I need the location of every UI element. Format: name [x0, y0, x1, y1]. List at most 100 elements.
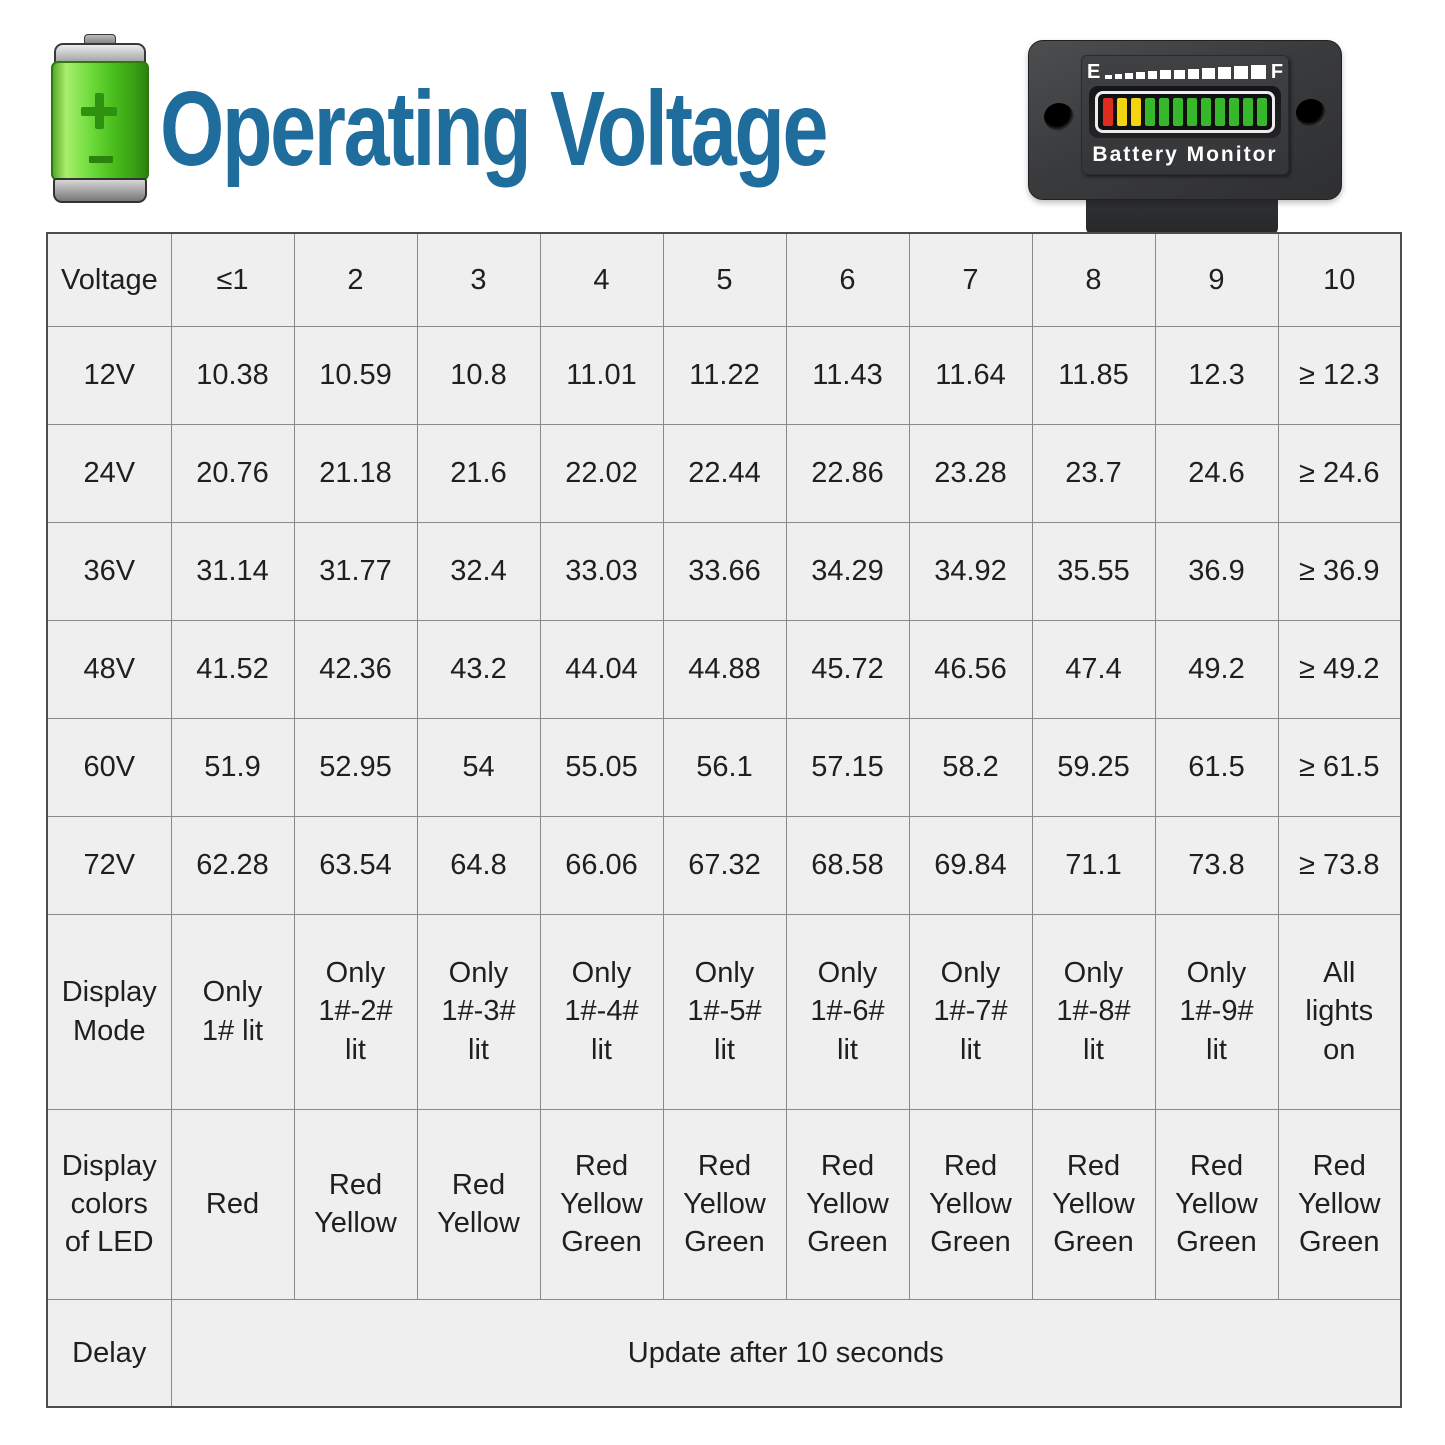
table-cell: ≥ 49.2	[1277, 619, 1402, 719]
plus-icon	[81, 93, 117, 129]
row-label: 12V	[46, 325, 172, 425]
gauge-square	[1125, 73, 1134, 80]
table-cell: 33.03	[539, 521, 664, 621]
row-label: Display Mode	[46, 913, 172, 1110]
table-cell: Red Yellow Green	[1031, 1108, 1156, 1300]
monitor-device: E F Battery Monitor	[1028, 40, 1342, 240]
battery-body	[51, 61, 149, 181]
column-header: 2	[293, 232, 418, 327]
led-bar-green	[1215, 98, 1225, 126]
table-cell: 21.18	[293, 423, 418, 523]
column-header: 5	[662, 232, 787, 327]
table-cell: 69.84	[908, 815, 1033, 915]
led-bar-green	[1187, 98, 1197, 126]
table-cell: 10.59	[293, 325, 418, 425]
table-cell: 45.72	[785, 619, 910, 719]
led-bar-green	[1159, 98, 1169, 126]
gauge-square	[1136, 72, 1145, 80]
table-cell: Only 1#-9# lit	[1154, 913, 1279, 1110]
table-cell: 23.7	[1031, 423, 1156, 523]
table-cell: 57.15	[785, 717, 910, 817]
row-label: 60V	[46, 717, 172, 817]
table-cell: 31.14	[170, 521, 295, 621]
table-row: 48V 41.52 42.36 43.2 44.04 44.88 45.72 4…	[46, 619, 1402, 719]
column-header: 10	[1277, 232, 1402, 327]
table-cell: 31.77	[293, 521, 418, 621]
table-cell: Red Yellow Green	[785, 1108, 910, 1300]
gauge-square	[1114, 74, 1123, 80]
table-row: 36V 31.14 31.77 32.4 33.03 33.66 34.29 3…	[46, 521, 1402, 621]
table-cell: 47.4	[1031, 619, 1156, 719]
column-header: 8	[1031, 232, 1156, 327]
gauge-empty-label: E	[1086, 60, 1101, 83]
table-cell: 10.38	[170, 325, 295, 425]
gauge-squares	[1105, 64, 1266, 80]
table-cell: 54	[416, 717, 541, 817]
column-header: Voltage	[46, 232, 172, 327]
table-row: Display Mode Only 1# lit Only 1#-2# lit …	[46, 913, 1402, 1110]
table-cell: 11.22	[662, 325, 787, 425]
led-bar-red	[1103, 98, 1113, 126]
table-cell: Red Yellow Green	[539, 1108, 664, 1300]
table-cell: ≥ 12.3	[1277, 325, 1402, 425]
table-cell: 41.52	[170, 619, 295, 719]
voltage-table: Voltage ≤1 2 3 4 5 6 7 8 9 10 12V 10.38 …	[46, 232, 1402, 1408]
table-row: 24V 20.76 21.18 21.6 22.02 22.44 22.86 2…	[46, 423, 1402, 523]
row-label: Delay	[46, 1298, 172, 1408]
table-row: 12V 10.38 10.59 10.8 11.01 11.22 11.43 1…	[46, 325, 1402, 425]
table-cell: 12.3	[1154, 325, 1279, 425]
table-cell: 73.8	[1154, 815, 1279, 915]
gauge-square	[1173, 69, 1185, 80]
led-slot	[1089, 86, 1281, 138]
table-cell: 23.28	[908, 423, 1033, 523]
table-cell: 44.04	[539, 619, 664, 719]
table-cell: ≥ 73.8	[1277, 815, 1402, 915]
table-cell: 71.1	[1031, 815, 1156, 915]
gauge-square	[1160, 70, 1171, 80]
row-label: 48V	[46, 619, 172, 719]
table-cell: 49.2	[1154, 619, 1279, 719]
table-cell: 34.92	[908, 521, 1033, 621]
monitor-label: Battery Monitor	[1092, 143, 1278, 166]
table-cell: 59.25	[1031, 717, 1156, 817]
table-cell: 52.95	[293, 717, 418, 817]
table-cell: 64.8	[416, 815, 541, 915]
battery-icon	[50, 34, 150, 206]
table-cell: 22.44	[662, 423, 787, 523]
table-cell: Red	[170, 1108, 295, 1300]
table-cell: 33.66	[662, 521, 787, 621]
gauge-square	[1147, 71, 1158, 80]
table-cell: 42.36	[293, 619, 418, 719]
row-label: 36V	[46, 521, 172, 621]
table-cell: ≥ 36.9	[1277, 521, 1402, 621]
table-cell: Red Yellow Green	[1154, 1108, 1279, 1300]
row-label: Display colors of LED	[46, 1108, 172, 1300]
table-cell: 46.56	[908, 619, 1033, 719]
table-cell: Red Yellow Green	[662, 1108, 787, 1300]
table-cell: Red Yellow	[293, 1108, 418, 1300]
led-bar-green	[1243, 98, 1253, 126]
battery-cap-bottom	[53, 178, 147, 203]
table-cell: ≥ 61.5	[1277, 717, 1402, 817]
gauge-square	[1217, 66, 1232, 80]
table-cell: Red Yellow	[416, 1108, 541, 1300]
table-cell: Only 1#-4# lit	[539, 913, 664, 1110]
table-cell: 58.2	[908, 717, 1033, 817]
table-cell: 61.5	[1154, 717, 1279, 817]
column-header: ≤1	[170, 232, 295, 327]
table-cell: 10.8	[416, 325, 541, 425]
led-bar-green	[1257, 98, 1267, 126]
table-cell: 11.01	[539, 325, 664, 425]
led-bar-green	[1201, 98, 1211, 126]
led-bar-yellow	[1117, 98, 1127, 126]
table-cell: Red Yellow Green	[1277, 1108, 1402, 1300]
led-bar-green	[1145, 98, 1155, 126]
monitor-panel: E F Battery Monitor	[1081, 55, 1289, 175]
mount-hole-right	[1296, 99, 1326, 127]
table-cell: 32.4	[416, 521, 541, 621]
table-cell: Only 1#-5# lit	[662, 913, 787, 1110]
table-cell: Only 1#-6# lit	[785, 913, 910, 1110]
led-bar-green	[1173, 98, 1183, 126]
table-cell: 51.9	[170, 717, 295, 817]
table-cell: 66.06	[539, 815, 664, 915]
